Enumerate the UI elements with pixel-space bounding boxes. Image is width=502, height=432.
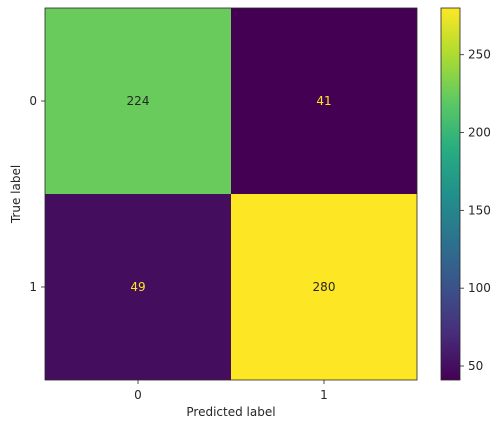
colorbar-tick-label: 100 xyxy=(468,281,491,295)
y-tick-label: 1 xyxy=(29,280,37,294)
colorbar-tick-label: 200 xyxy=(468,126,491,140)
colorbar xyxy=(440,7,461,381)
heatmap-cell xyxy=(231,194,417,380)
x-tick-label: 0 xyxy=(134,388,142,402)
y-tick-label: 0 xyxy=(29,94,37,108)
x-tick-label: 1 xyxy=(320,388,328,402)
heatmap-cells: 224 41 49 280 xyxy=(45,8,417,380)
plot-frame xyxy=(44,7,418,381)
heatmap-cell xyxy=(45,194,231,380)
cell-value-label: 49 xyxy=(130,280,145,294)
cell-value-label: 224 xyxy=(127,94,150,108)
colorbar-ticks: 50 100 150 200 250 xyxy=(460,48,491,373)
x-axis-label: Predicted label xyxy=(186,405,275,419)
y-axis-ticks: 01 xyxy=(29,94,45,294)
cell-value-label: 41 xyxy=(316,94,331,108)
heatmap-cell xyxy=(231,8,417,194)
y-axis-label: True label xyxy=(9,165,23,224)
colorbar-tick-label: 150 xyxy=(468,203,491,217)
colorbar-tick-label: 50 xyxy=(468,359,483,373)
heatmap-cell xyxy=(45,8,231,194)
colorbar-tick-label: 250 xyxy=(468,48,491,62)
cell-value-label: 280 xyxy=(313,280,336,294)
